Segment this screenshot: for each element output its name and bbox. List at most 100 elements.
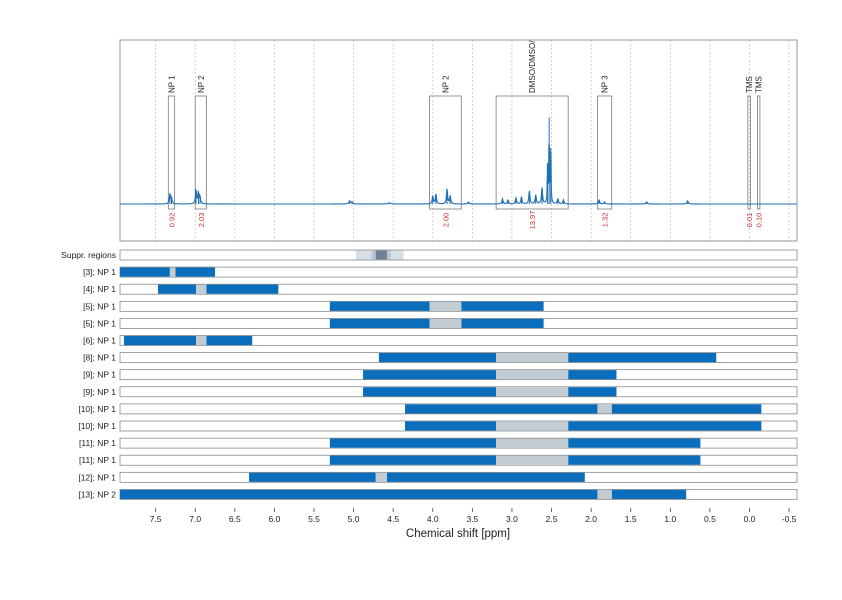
row-label: [10]; NP 1: [78, 404, 116, 414]
range-rows: Suppr. regions [3]; NP 1 [4]; NP 1 [5]; NP …: [61, 249, 798, 500]
suppr-row-frame: [119, 249, 798, 261]
x-tick-label: 7.5: [150, 514, 162, 524]
suppr-row-label: Suppr. regions: [61, 250, 116, 260]
x-tick-label: 6.0: [268, 514, 280, 524]
range-gap: [169, 267, 176, 277]
region-label: NP 2: [441, 75, 450, 93]
row-label: [5]; NP 1: [83, 301, 116, 311]
region-label: TMS: [755, 76, 764, 93]
x-tick-label: 3.0: [506, 514, 518, 524]
row-label: [4]; NP 1: [83, 284, 116, 294]
row-frame: [119, 283, 798, 295]
range-bar: [158, 284, 197, 294]
range-gap: [196, 284, 207, 294]
integral-value: 2.03: [197, 213, 206, 228]
integration-box: [495, 95, 569, 210]
x-tick-label: 0.5: [704, 514, 716, 524]
row-label: [12]; NP 1: [78, 472, 116, 482]
row-label: [3]; NP 1: [83, 267, 116, 277]
integral-value: 2.00: [441, 213, 450, 228]
range-bar: [123, 335, 197, 346]
range-bar: [329, 438, 497, 448]
range-bar: [249, 472, 376, 482]
x-tick-label: 4.5: [387, 514, 399, 524]
range-bar: [568, 353, 717, 363]
row-frame: [119, 335, 798, 346]
range-gap: [429, 318, 462, 328]
x-tick-label: 4.0: [427, 514, 439, 524]
x-tick-label: 3.5: [466, 514, 478, 524]
x-tick-label: -0.5: [782, 514, 797, 524]
range-bar: [206, 284, 279, 294]
x-tick-label: 5.5: [308, 514, 320, 524]
range-gap: [496, 455, 569, 465]
region-label: NP 3: [601, 75, 610, 93]
range-gap: [496, 421, 569, 431]
range-bar: [175, 267, 216, 277]
spectrum-panel: NP 1 0.92 NP 2 2.03 NP 2 2.00 DMSO/DMSO/13.97 N…: [119, 39, 798, 242]
row-label: [9]; NP 1: [83, 370, 116, 380]
grid-lines: [155, 40, 790, 241]
range-bar: [461, 318, 544, 328]
x-axis-label: Chemical shift [ppm]: [406, 528, 510, 540]
range-bar: [568, 438, 701, 448]
integral-value: 0.92: [167, 213, 176, 228]
integral-value: 13.97: [528, 211, 537, 230]
region-label: DMSO/DMSO/: [528, 40, 537, 93]
x-tick-label: 2.5: [546, 514, 558, 524]
row-label: [11]; NP 1: [79, 438, 116, 448]
range-gap: [597, 404, 612, 414]
range-bar: [405, 421, 497, 431]
range-bar: [568, 455, 701, 465]
integral-value: 1.32: [601, 213, 610, 228]
integral-value: 0.10: [755, 213, 764, 228]
range-gap: [429, 301, 462, 311]
integration-box: [429, 95, 462, 210]
integration-box: [597, 95, 613, 210]
range-bar: [568, 387, 617, 397]
range-bar: [568, 370, 617, 380]
range-bar: [378, 353, 497, 363]
range-bar: [405, 404, 598, 414]
x-tick-label: 1.0: [664, 514, 676, 524]
row-label: [6]; NP 1: [83, 336, 116, 346]
x-tick-label: 1.5: [625, 514, 637, 524]
range-bar: [568, 421, 762, 431]
integration-box: [167, 95, 176, 210]
range-bar: [363, 370, 497, 380]
integration-box: [757, 95, 761, 210]
range-bar: [329, 301, 430, 311]
range-bar: [329, 455, 497, 465]
range-bar: [386, 472, 585, 482]
x-tick-label: 7.0: [189, 514, 201, 524]
row-label: [11]; NP 1: [79, 455, 116, 465]
range-gap: [496, 438, 569, 448]
x-tick-label: 6.5: [229, 514, 241, 524]
integration-regions: NP 1 0.92 NP 2 2.03 NP 2 2.00 DMSO/DMSO/13.97 N…: [167, 40, 763, 230]
region-label: NP 2: [197, 75, 206, 93]
row-label: [13]; NP 2: [78, 489, 116, 499]
spectrum-trace: [120, 117, 797, 205]
range-bar: [329, 318, 430, 328]
region-label: NP 1: [167, 75, 176, 93]
integral-value: 0.01: [745, 213, 754, 228]
x-axis: Chemical shift [ppm] 7.5 7.0 6.5 6.0 5.5 5.0 4…: [150, 508, 797, 540]
row-label: [5]; NP 1: [83, 318, 116, 328]
range-gap: [597, 489, 612, 499]
row-frame: [119, 266, 798, 278]
range-bar: [461, 301, 544, 311]
range-bar: [363, 387, 497, 397]
spectrum-frame: [119, 39, 798, 242]
range-bar: [120, 267, 170, 277]
range-bar: [206, 335, 253, 346]
region-label: TMS: [745, 76, 754, 93]
x-tick-label: 2.0: [585, 514, 597, 524]
x-tick-label: 5.0: [348, 514, 360, 524]
range-gap: [496, 387, 569, 397]
suppr-region-core: [375, 250, 387, 260]
range-gap: [196, 335, 207, 346]
range-gap: [375, 472, 387, 482]
integration-box: [747, 95, 751, 210]
